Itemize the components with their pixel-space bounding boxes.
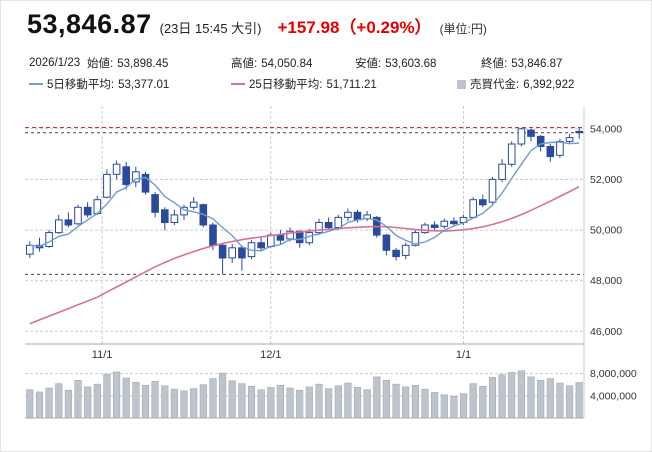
svg-text:46,000: 46,000 bbox=[590, 326, 622, 338]
ma25-legend-line bbox=[231, 83, 245, 86]
turnover-swatch bbox=[457, 79, 466, 89]
ohlc-stats: 2026/1/23 始値: 53,898.45 高値: 54,050.84 安値: 5… bbox=[1, 40, 651, 94]
low-label: 安値: bbox=[355, 57, 382, 70]
svg-text:50,000: 50,000 bbox=[590, 225, 622, 237]
stock-chart-svg: 46,000 48,000 50,000 52,000 54,000 11/1 12/1 1/… bbox=[25, 106, 637, 419]
open-label: 始値: bbox=[87, 57, 114, 70]
turnover-value: 6,392,922 bbox=[523, 78, 575, 91]
open-stat: 始値: 53,898.45 bbox=[87, 55, 231, 71]
high-value: 54,050.84 bbox=[261, 57, 313, 70]
low-value: 53,603.68 bbox=[385, 57, 437, 70]
close-stat: 終値: 53,846.87 bbox=[481, 55, 562, 71]
svg-text:11/1: 11/1 bbox=[92, 349, 113, 361]
svg-text:48,000: 48,000 bbox=[590, 275, 622, 287]
session-note: (23日 15:45 大引) bbox=[159, 21, 262, 36]
close-value: 53,846.87 bbox=[511, 57, 563, 70]
ma25-label: 25日移動平均: bbox=[249, 78, 323, 91]
svg-text:12/1: 12/1 bbox=[260, 349, 281, 361]
ma5-label: 5日移動平均: bbox=[47, 78, 115, 91]
ma25-value: 51,711.21 bbox=[326, 78, 377, 91]
current-price: 53,846.87 bbox=[27, 9, 152, 39]
open-value: 53,898.45 bbox=[117, 57, 169, 70]
svg-text:4,000,000: 4,000,000 bbox=[590, 390, 637, 402]
close-label: 終値: bbox=[481, 57, 508, 70]
high-label: 高値: bbox=[231, 57, 258, 70]
price-change: +157.98（+0.29%） bbox=[277, 18, 432, 37]
svg-text:1/1: 1/1 bbox=[456, 349, 471, 361]
turnover-stat: 売買代金: 6,392,922 bbox=[457, 76, 574, 92]
stats-row-1: 2026/1/23 始値: 53,898.45 高値: 54,050.84 安値: 5… bbox=[29, 52, 651, 73]
quote-date: 2026/1/23 bbox=[29, 56, 81, 69]
ma5-stat: 5日移動平均: 53,377.01 bbox=[29, 76, 231, 92]
svg-text:8,000,000: 8,000,000 bbox=[590, 368, 637, 380]
turnover-label: 売買代金: bbox=[470, 78, 520, 91]
svg-text:54,000: 54,000 bbox=[590, 123, 622, 135]
chart-area: 46,000 48,000 50,000 52,000 54,000 11/1 12/1 1/… bbox=[1, 100, 651, 442]
stats-row-2: 5日移動平均: 53,377.01 25日移動平均: 51,711.21 売買代金:… bbox=[29, 73, 651, 94]
unit-note: (単位:円) bbox=[439, 22, 487, 36]
low-stat: 安値: 53,603.68 bbox=[355, 55, 481, 71]
quote-header: 53,846.87 (23日 15:45 大引) +157.98（+0.29%）… bbox=[1, 1, 651, 40]
ma25-stat: 25日移動平均: 51,711.21 bbox=[231, 76, 457, 92]
ma5-legend-line bbox=[29, 83, 43, 86]
svg-text:52,000: 52,000 bbox=[590, 174, 622, 186]
high-stat: 高値: 54,050.84 bbox=[231, 55, 355, 71]
ma5-value: 53,377.01 bbox=[118, 78, 170, 91]
